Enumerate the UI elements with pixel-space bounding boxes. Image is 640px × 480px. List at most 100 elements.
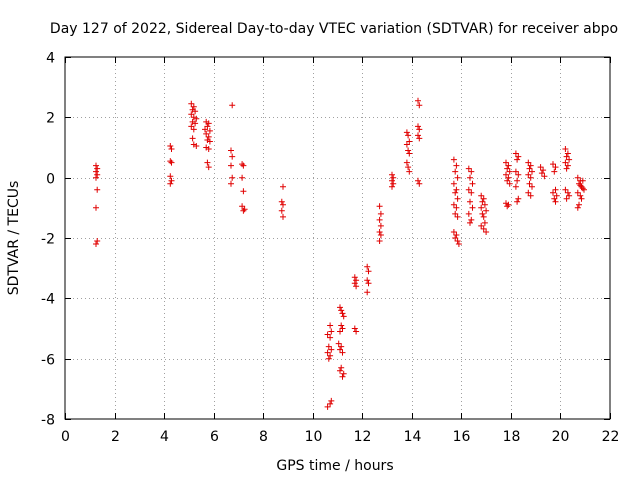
data-point-marker xyxy=(351,280,358,287)
data-point-marker xyxy=(377,232,384,238)
data-point-marker xyxy=(205,164,212,171)
plot-frame xyxy=(64,56,611,420)
tick-labels: 0 2 4 6 8 10 12 14 16 18 20 22 -8 -6 -4 -2 0 2 4 xyxy=(41,51,619,446)
data-point-marker xyxy=(192,120,199,127)
data-point-marker xyxy=(93,174,99,181)
data-point-marker xyxy=(455,241,462,247)
x-tick-label: 20 xyxy=(552,429,570,445)
data-point-marker xyxy=(467,198,473,205)
data-point-marker xyxy=(353,277,360,284)
data-point-marker xyxy=(337,367,343,374)
data-point-marker xyxy=(328,328,335,335)
data-point-marker xyxy=(351,274,358,281)
data-point-marker xyxy=(240,188,247,195)
data-point-marker xyxy=(450,156,457,163)
data-point-marker xyxy=(579,177,586,184)
data-point-marker xyxy=(328,397,335,404)
data-point-marker xyxy=(340,370,347,377)
data-point-marker xyxy=(514,177,521,184)
data-point-marker xyxy=(376,229,383,235)
data-point-marker xyxy=(390,174,397,181)
data-point-marker xyxy=(338,322,345,329)
data-point-marker xyxy=(376,203,383,210)
data-point-marker xyxy=(452,168,459,175)
data-point-marker xyxy=(515,153,522,160)
data-point-marker xyxy=(540,167,547,174)
data-point-marker xyxy=(514,156,521,163)
data-point-marker xyxy=(239,161,246,168)
x-tick-label: 14 xyxy=(404,429,422,445)
data-point-marker xyxy=(364,263,371,270)
data-point-marker xyxy=(512,150,519,157)
y-tick-label: -2 xyxy=(41,232,55,248)
data-point-marker xyxy=(239,174,246,181)
data-point-marker xyxy=(325,343,332,350)
data-point-marker xyxy=(563,195,570,202)
data-point-marker xyxy=(564,189,571,196)
data-point-marker xyxy=(339,373,346,380)
y-tick-label: 0 xyxy=(46,172,55,188)
data-point-marker xyxy=(338,364,345,371)
data-point-marker xyxy=(416,180,423,187)
data-point-marker xyxy=(469,204,476,211)
x-tick-label: 2 xyxy=(111,429,120,445)
data-point-marker xyxy=(229,102,236,109)
data-point-marker xyxy=(93,162,99,169)
data-point-marker xyxy=(325,355,332,362)
data-point-marker xyxy=(405,147,412,154)
data-point-marker xyxy=(465,210,472,217)
data-point-marker xyxy=(505,174,512,181)
x-tick-label: 18 xyxy=(503,429,521,445)
data-point-marker xyxy=(551,168,558,175)
data-point-marker xyxy=(515,195,522,202)
data-point-marker xyxy=(406,150,413,157)
data-point-marker xyxy=(240,207,247,214)
data-point-marker xyxy=(505,162,512,169)
data-point-marker xyxy=(389,177,395,184)
data-point-marker xyxy=(324,349,331,356)
data-point-marker xyxy=(94,165,101,172)
data-point-marker xyxy=(377,222,384,229)
data-point-marker xyxy=(364,289,371,296)
y-tick-label: -4 xyxy=(41,292,55,308)
data-point-marker xyxy=(228,180,234,187)
data-point-marker xyxy=(278,198,285,205)
data-point-marker xyxy=(339,310,346,317)
data-point-marker xyxy=(468,216,475,223)
data-point-marker xyxy=(206,127,213,134)
data-point-marker xyxy=(480,195,487,202)
data-point-marker xyxy=(205,133,212,140)
data-point-marker xyxy=(93,168,99,175)
data-point-marker xyxy=(353,328,360,335)
chart-title: Day 127 of 2022, Sidereal Day-to-day VTE… xyxy=(50,21,618,37)
data-point-marker xyxy=(453,204,460,211)
data-point-marker xyxy=(205,120,212,127)
data-point-marker xyxy=(389,171,395,178)
data-point-marker xyxy=(454,213,461,220)
data-point-marker xyxy=(483,207,490,214)
data-point-marker xyxy=(338,307,345,314)
data-point-marker xyxy=(506,168,513,175)
data-point-marker xyxy=(278,207,285,214)
data-point-marker xyxy=(389,183,395,190)
data-point-marker xyxy=(228,162,234,169)
data-point-marker xyxy=(376,238,383,244)
data-point-marker xyxy=(467,219,473,226)
data-point-marker xyxy=(168,159,175,166)
data-point-marker xyxy=(205,146,212,152)
data-point-marker xyxy=(94,171,101,178)
data-point-marker xyxy=(527,162,534,169)
data-point-marker xyxy=(168,177,175,184)
data-point-marker xyxy=(167,158,174,165)
y-axis-label: SDTVAR / TECUs xyxy=(6,181,22,296)
data-point-marker xyxy=(453,162,460,169)
data-point-marker xyxy=(340,313,347,320)
data-point-marker xyxy=(577,182,584,189)
data-point-marker xyxy=(454,238,461,244)
data-point-marker xyxy=(453,186,460,193)
data-point-marker xyxy=(529,183,535,190)
data-point-marker xyxy=(480,213,487,220)
data-point-marker xyxy=(415,97,421,104)
data-point-marker xyxy=(190,103,197,110)
